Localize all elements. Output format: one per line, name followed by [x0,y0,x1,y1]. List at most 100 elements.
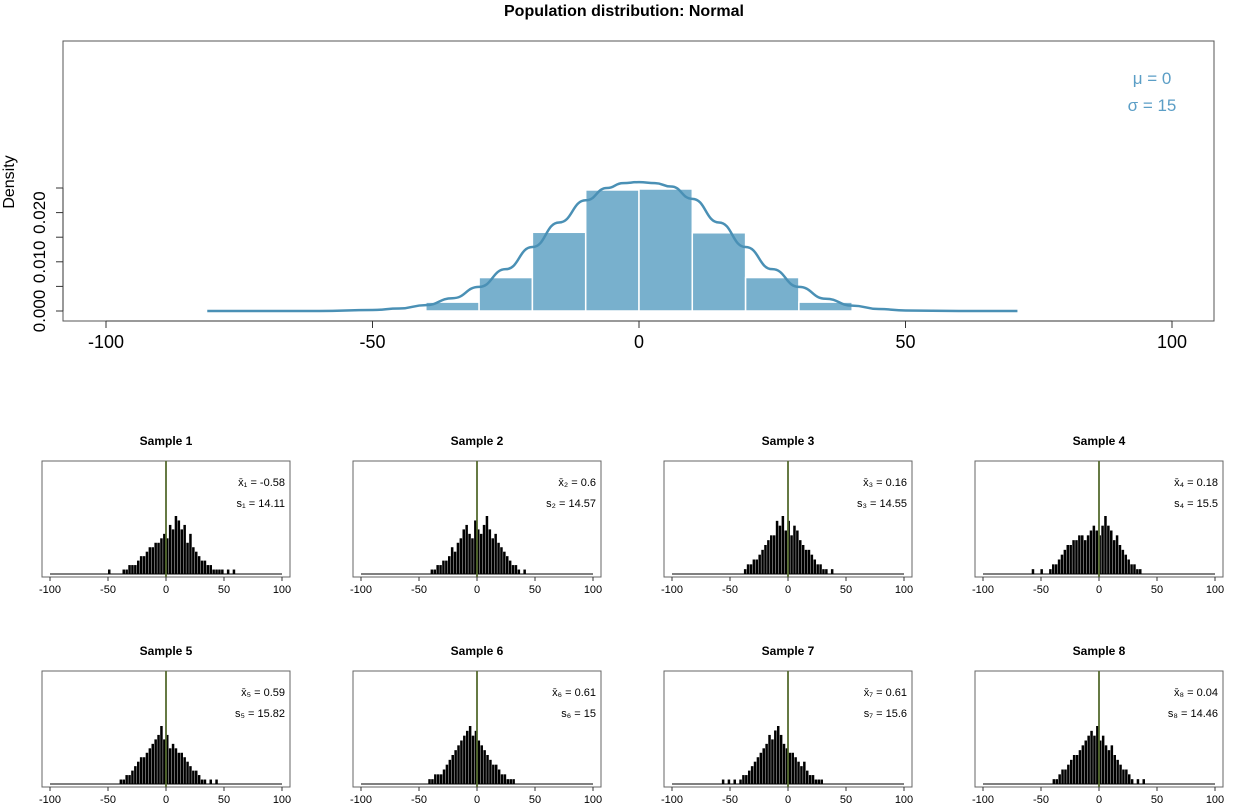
sample-bar [1083,540,1087,574]
sample-bar [465,730,469,784]
sample-bar [743,569,747,574]
sample-mean-label: x̄₃ = 0.16 [863,477,907,489]
sample-bar [157,734,160,784]
histogram-bar [531,231,587,312]
sample-bar [171,529,175,574]
sample-bar [454,750,457,784]
sample-x-tick-label: 100 [895,584,913,596]
sample-bar [788,752,792,784]
sample-x-tick-label: 0 [474,584,480,596]
sample-bar [794,757,797,784]
sample-bar [1104,745,1108,784]
sample-x-tick-label: -50 [1033,584,1049,596]
sample-bar [180,752,183,784]
sample-bar [817,779,821,784]
sample-sd-label: s₁ = 14.11 [237,498,285,510]
sample-x-tick-label: -100 [350,794,372,806]
sample-bar [163,533,166,574]
sample-bar [761,549,764,574]
sample-x-tick-label: -50 [100,794,116,806]
sample-mean-label: x̄₇ = 0.61 [864,687,907,699]
sample-bar [1122,769,1125,784]
sample-bar [471,735,475,784]
histogram-bar [584,189,640,312]
sample-x-tick-label: -100 [661,584,683,596]
sample-bar [508,560,512,574]
sample-bar [727,779,731,784]
y-axis-label: Density [1,155,18,208]
sample-bar [137,560,140,574]
sample-bar [108,569,111,574]
x-tick-label: 50 [895,332,915,352]
sample-bar [752,559,756,574]
sample-bar [1052,779,1056,784]
sample-panel: Sample 4 x̄₄ = 0.18 s₄ = 15.5 -100 -50 0 50 100 [972,434,1224,596]
sample-bar [431,779,434,784]
sample-bar [721,779,725,784]
sample-bar [485,516,489,574]
sample-x-tick-label: 0 [163,584,169,596]
x-tick-label: 100 [1157,332,1187,352]
sample-bar [131,565,134,574]
sample-panel: Sample 1 x̄₁ = -0.58 s₁ = 14.11 -100 -50 0 50 1… [39,434,291,596]
sample-bar [1110,745,1114,784]
sample-x-tick-label: 0 [474,794,480,806]
x-tick-label: -50 [359,332,385,352]
sample-bar [762,748,765,784]
sample-bar [1066,545,1070,574]
sample-x-tick-label: -50 [722,584,738,596]
sample-bar [796,530,799,574]
sample-bar [1136,779,1140,784]
sample-sd-label: s₂ = 14.57 [546,498,596,510]
sample-title: Sample 8 [1073,644,1126,658]
sample-bar [206,565,210,574]
sample-bar [1096,726,1099,784]
sample-title: Sample 6 [451,644,504,658]
sample-bar [428,779,431,784]
sample-bar [805,770,809,784]
sample-bar [1095,530,1099,574]
sample-bar [122,779,125,784]
sample-bar [771,739,774,784]
sample-bar [197,556,201,574]
sample-x-tick-label: 100 [273,794,291,806]
sample-bar [192,547,195,574]
sample-bar [1101,735,1105,784]
sample-x-tick-label: -50 [100,584,116,596]
sample-bar [160,726,163,784]
sample-bar [460,740,463,784]
sample-bar [492,764,495,784]
y-axis: 0.000 0.010 0.020 [30,187,64,332]
sample-bar [134,565,137,574]
sample-bar [825,569,828,574]
sample-bar [790,535,793,574]
sample-bar [800,766,803,784]
sample-x-tick-label: 50 [1151,584,1163,596]
density-curve [207,180,1018,313]
sample-mean-label: x̄₂ = 0.6 [558,477,596,489]
sample-panel: Sample 6 x̄₆ = 0.61 s₆ = 15 -100 -50 0 50 100 [350,644,602,806]
sample-mean-label: x̄₄ = 0.18 [1174,477,1218,489]
sample-bar [820,779,823,784]
sample-bar [195,551,198,574]
sample-bar [183,757,186,784]
sample-bar [768,734,771,784]
sample-sd-label: s₅ = 15.82 [235,708,285,720]
sample-bar [200,560,204,574]
sample-panel: Sample 8 x̄₈ = 0.04 s₈ = 14.46 -100 -50 0 50 10… [972,644,1224,806]
sample-bar [442,560,445,574]
sample-x-tick-label: 0 [1096,794,1102,806]
sample-bar [503,774,507,784]
sample-x-tick-label: 0 [785,584,791,596]
sample-bar [212,569,215,574]
sample-bar [186,761,189,784]
sample-bar [1087,735,1090,784]
sample-bar [160,538,163,574]
sample-bar [177,520,181,574]
sample-bar [1107,750,1111,784]
y-tick-label: 0.010 [30,241,49,284]
sample-bar [125,775,128,784]
sample-bar [453,551,457,574]
sample-bar [430,569,434,574]
sample-bar [221,569,224,574]
